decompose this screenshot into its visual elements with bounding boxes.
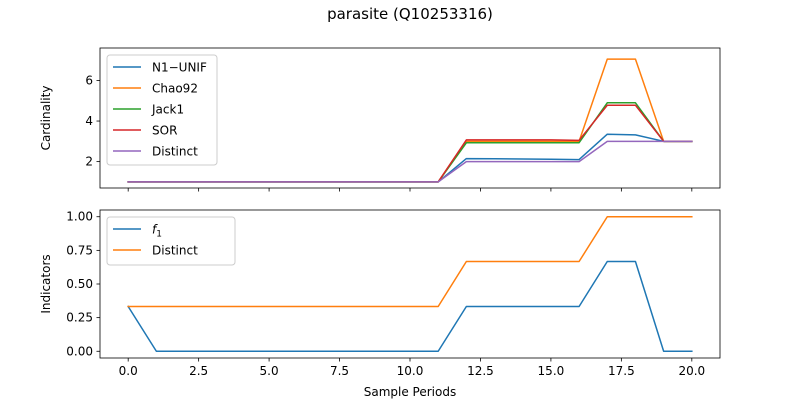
chart-1-x-tick-label: 2.5	[189, 364, 208, 378]
chart-0-legend-box	[106, 54, 218, 166]
figure-title: parasite (Q10253316)	[327, 5, 493, 23]
chart-1-x-tick-label: 20.0	[678, 364, 705, 378]
chart-1-legend-box	[106, 216, 236, 266]
chart-1-legend-label-0: f1	[152, 223, 162, 240]
cardinality-panel: 2 4 6 Cardinality N1−UNIF Chao92 Jack1 SOR Disti…	[39, 47, 721, 192]
chart-0-legend-label-1: Chao92	[152, 82, 198, 96]
chart-0-legend-label-2: Jack1	[151, 103, 184, 117]
chart-0-series-line-4	[127, 140, 693, 183]
chart-0-y-tick-label: 4	[85, 114, 93, 128]
chart-1-y-tick-label: 0.75	[66, 243, 93, 257]
chart-1-y-tick-label: 0.00	[66, 344, 93, 358]
chart-0-y-tick-label: 2	[85, 155, 93, 169]
chart-1-x-tick-label: 12.5	[467, 364, 494, 378]
chart-1-y-tick-label: 0.25	[66, 311, 93, 325]
chart-1-y-tick-label: 1.00	[66, 210, 93, 224]
chart-1-x-tick-label: 0.0	[119, 364, 138, 378]
chart-1-legend-label-1: Distinct	[152, 244, 198, 258]
chart-1-x-tick-label: 10.0	[397, 364, 424, 378]
chart-0-legend-label-0: N1−UNIF	[152, 61, 207, 75]
chart-0-y-tick-label: 6	[85, 73, 93, 87]
chart-1-x-tick-label: 17.5	[608, 364, 635, 378]
chart-1-x-tick-label: 15.0	[538, 364, 565, 378]
chart-1-y-axis-label: Indicators	[39, 254, 53, 313]
chart-0-y-axis-label: Cardinality	[39, 86, 53, 151]
chart-0-legend-label-3: SOR	[152, 124, 177, 138]
chart-1-x-tick-label: 5.0	[260, 364, 279, 378]
chart-0-legend-label-4: Distinct	[152, 145, 198, 159]
indicators-panel: 0.0 2.5 5.0 7.5 10.0 12.5 15.0 17.5 20.0 0.00 0.25…	[39, 209, 721, 399]
chart-1-series-line-0	[127, 260, 693, 353]
chart-1-x-tick-label: 7.5	[330, 364, 349, 378]
chart-1-series-line-1	[127, 215, 693, 308]
chart-1-x-axis-label: Sample Periods	[364, 385, 456, 399]
chart-1-y-tick-label: 0.50	[66, 277, 93, 291]
